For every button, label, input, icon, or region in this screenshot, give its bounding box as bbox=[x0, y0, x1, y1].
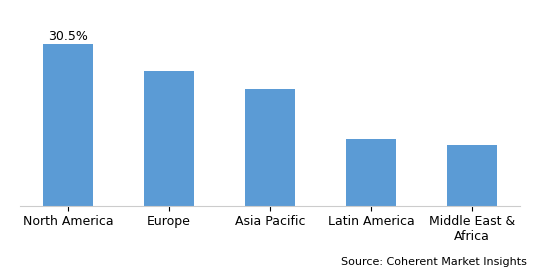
Text: Source: Coherent Market Insights: Source: Coherent Market Insights bbox=[342, 256, 527, 267]
Bar bbox=[447, 145, 497, 206]
Bar bbox=[43, 44, 94, 206]
Bar bbox=[245, 89, 295, 206]
Bar bbox=[346, 140, 397, 206]
Text: 30.5%: 30.5% bbox=[48, 30, 88, 42]
Bar bbox=[144, 71, 194, 206]
